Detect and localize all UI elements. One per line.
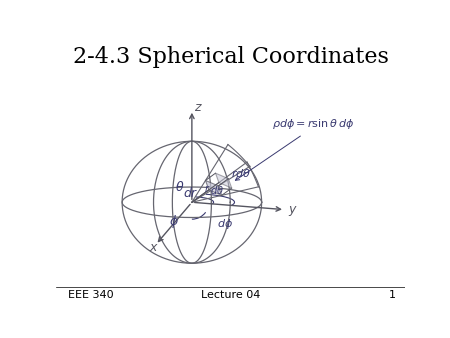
Text: r: r <box>205 184 209 194</box>
Text: $d\phi$: $d\phi$ <box>217 217 233 231</box>
Text: $\rho d\phi = r\sin\theta\, d\phi$: $\rho d\phi = r\sin\theta\, d\phi$ <box>272 117 354 131</box>
Text: $\phi$: $\phi$ <box>169 213 179 231</box>
Text: 2-4.3 Spherical Coordinates: 2-4.3 Spherical Coordinates <box>73 47 388 69</box>
Polygon shape <box>206 180 222 195</box>
Polygon shape <box>216 173 232 188</box>
Text: dr: dr <box>184 187 197 200</box>
Text: EEE 340: EEE 340 <box>68 290 113 300</box>
Text: 1: 1 <box>389 290 396 300</box>
Text: $rd\theta$: $rd\theta$ <box>231 167 252 179</box>
Text: x: x <box>149 241 157 255</box>
Text: y: y <box>289 203 296 216</box>
Text: z: z <box>194 101 201 114</box>
Text: $d\theta$: $d\theta$ <box>211 184 225 196</box>
Text: Lecture 04: Lecture 04 <box>201 290 260 300</box>
Text: $\theta$: $\theta$ <box>175 180 184 194</box>
